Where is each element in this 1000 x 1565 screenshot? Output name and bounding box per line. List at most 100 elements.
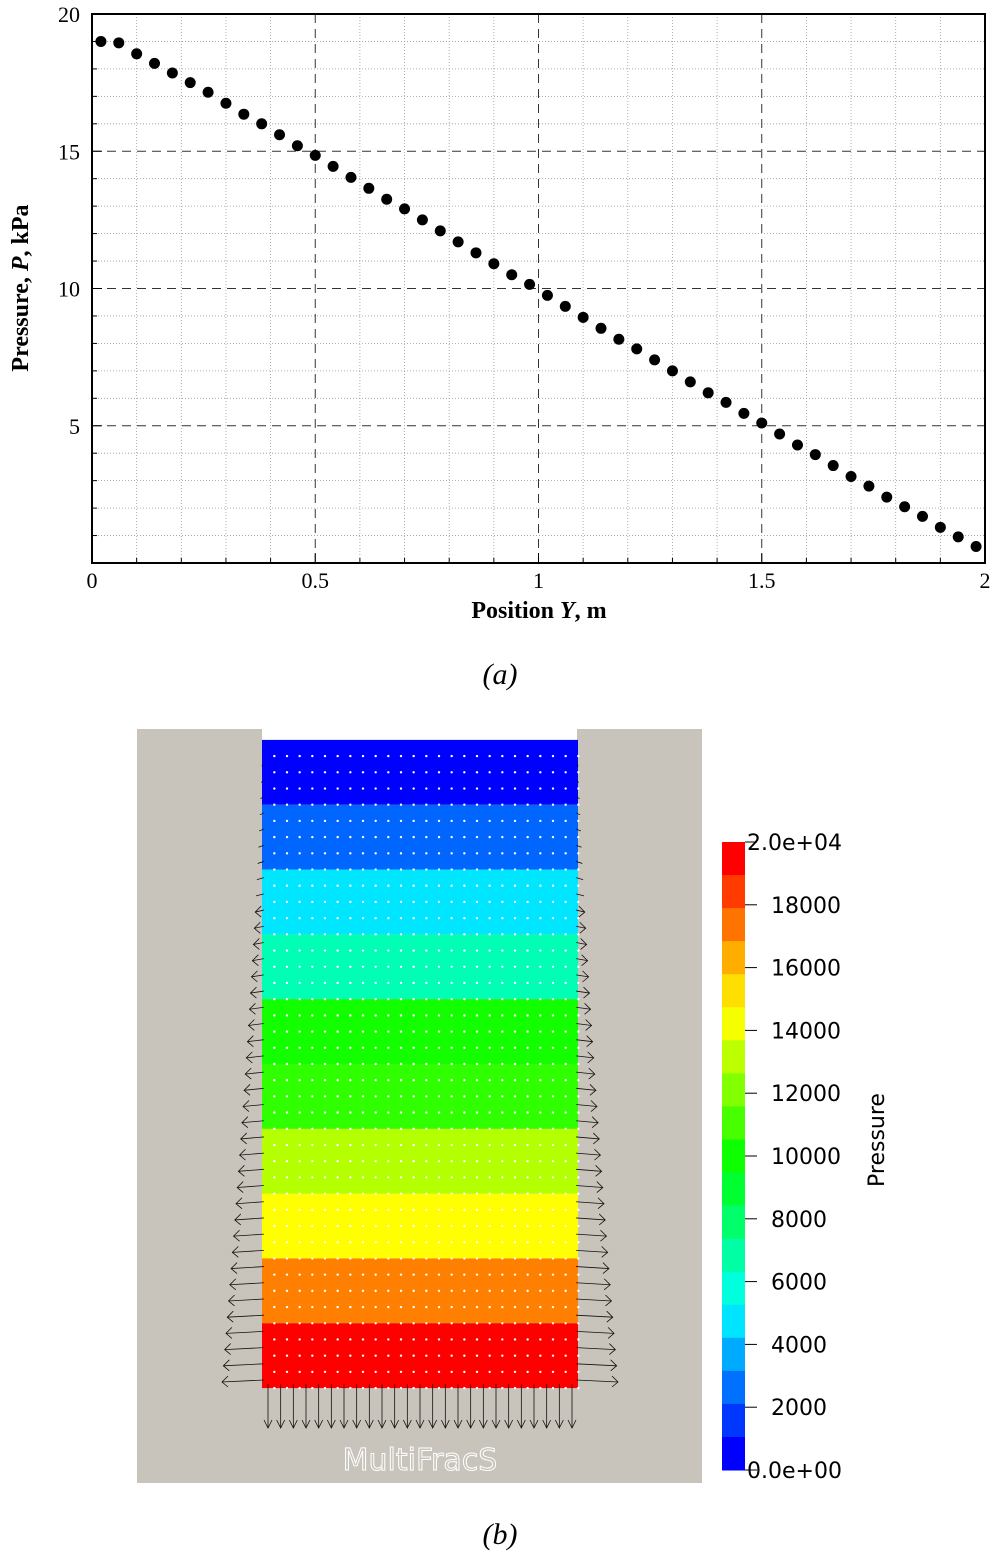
particle — [566, 774, 578, 787]
particle-gap-dot — [311, 965, 314, 968]
particle — [553, 872, 565, 884]
data-point — [649, 354, 661, 366]
particle-gap-dot — [374, 997, 377, 1001]
particle-gap-dot — [285, 1160, 289, 1163]
particle — [566, 1163, 578, 1175]
particle — [401, 872, 413, 884]
particle-gap-dot — [336, 1305, 339, 1309]
particle — [427, 1001, 439, 1013]
particle-gap-dot — [349, 1305, 352, 1309]
particle — [427, 985, 439, 997]
particle — [515, 1358, 527, 1370]
particle — [313, 774, 325, 787]
particle-gap-dot — [399, 803, 403, 806]
particle-gap-dot — [463, 1289, 466, 1293]
particle-gap-dot — [374, 965, 377, 968]
particle-gap-dot — [374, 868, 377, 871]
particle — [503, 1228, 515, 1240]
particle — [490, 1325, 502, 1337]
particle — [490, 823, 502, 835]
x-tick-label: 1 — [533, 568, 544, 593]
particle-gap-dot — [501, 1062, 504, 1066]
particle — [401, 1260, 413, 1273]
particle-gap-dot — [437, 1305, 441, 1309]
particle-gap-dot — [551, 1014, 555, 1017]
particle-gap-dot — [539, 1322, 542, 1325]
particle — [401, 1098, 413, 1111]
particle — [515, 823, 527, 835]
data-point — [899, 501, 911, 513]
particle — [363, 1309, 375, 1321]
particle-grid — [262, 742, 580, 1390]
particle — [325, 823, 337, 835]
particle — [389, 888, 401, 900]
particle — [477, 791, 489, 803]
particle-gap-dot — [285, 1176, 289, 1179]
particle-gap-dot — [437, 835, 441, 839]
particle — [414, 855, 426, 868]
flow-arrowhead — [390, 1419, 400, 1429]
particle-gap-dot — [273, 819, 276, 823]
particle — [300, 1228, 312, 1240]
particle — [401, 1293, 413, 1305]
particle-gap-dot — [285, 1386, 289, 1390]
particle-gap-dot — [501, 916, 504, 920]
particle — [541, 1358, 553, 1370]
particle — [465, 791, 477, 803]
particle — [300, 1034, 312, 1046]
particle — [427, 1163, 439, 1175]
particle — [351, 1017, 363, 1030]
particle — [262, 1017, 274, 1030]
flow-arrow — [261, 763, 265, 767]
particle-gap-dot — [488, 771, 491, 774]
flow-arrow — [260, 796, 265, 799]
particle-gap-dot — [501, 868, 504, 871]
particle-gap-dot — [539, 1046, 542, 1049]
particle — [439, 1309, 451, 1321]
particle — [566, 1098, 578, 1111]
particle — [465, 1244, 477, 1256]
particle-gap-dot — [387, 1289, 390, 1293]
particle — [541, 1098, 553, 1111]
particle — [313, 839, 325, 851]
particle-gap-dot — [361, 1370, 365, 1374]
particle-gap-dot — [450, 1257, 453, 1260]
particle — [262, 985, 274, 997]
particle — [313, 1228, 325, 1240]
particle — [439, 872, 451, 884]
particle-gap-dot — [349, 1322, 352, 1325]
particle-gap-dot — [361, 868, 365, 871]
particle — [376, 888, 388, 900]
particle — [515, 1066, 527, 1078]
particle — [363, 1277, 375, 1289]
particle — [325, 1309, 337, 1321]
particle-gap-dot — [539, 1354, 542, 1357]
particle — [376, 1244, 388, 1256]
particle-gap-dot — [336, 1241, 339, 1244]
particle — [452, 1244, 464, 1256]
particle-gap-dot — [475, 1143, 479, 1147]
particle-gap-dot — [526, 1111, 529, 1114]
particle — [541, 1115, 553, 1127]
particle-gap-dot — [285, 1127, 289, 1131]
data-point — [720, 396, 732, 408]
particle-gap-dot — [539, 884, 542, 887]
particle — [528, 855, 540, 868]
particle — [338, 1115, 350, 1127]
particle-gap-dot — [399, 1224, 403, 1228]
particle-gap-dot — [564, 1257, 567, 1260]
particle-gap-dot — [577, 900, 580, 904]
particle-gap-dot — [539, 1273, 542, 1276]
particle-gap-dot — [273, 1354, 276, 1357]
particle-gap-dot — [463, 835, 466, 839]
particle-gap-dot — [349, 1208, 352, 1212]
particle — [439, 1034, 451, 1046]
particle-gap-dot — [374, 1305, 377, 1309]
particle — [351, 758, 363, 770]
particle — [566, 953, 578, 965]
particle-gap-dot — [463, 1030, 466, 1033]
particle — [566, 936, 578, 949]
particle-gap-dot — [361, 835, 365, 839]
particle-gap-dot — [513, 771, 517, 774]
particle — [566, 823, 578, 835]
